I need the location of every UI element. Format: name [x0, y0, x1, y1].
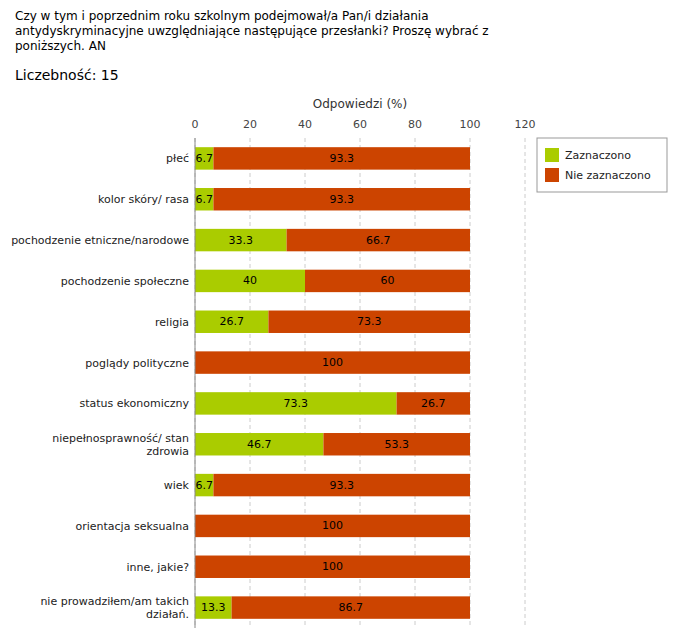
grid-line	[525, 138, 526, 628]
y-tick-label: orientacja seksualna	[75, 519, 189, 532]
grid-line	[250, 138, 251, 628]
bar	[195, 188, 213, 210]
data-label: 66.7	[366, 234, 391, 247]
data-label: 6.7	[195, 479, 213, 492]
data-label: 93.3	[329, 152, 354, 165]
data-label: 46.7	[247, 438, 272, 451]
x-tick-label: 0	[192, 118, 199, 131]
title: Czy w tym i poprzednim roku szkolnym pod…	[15, 9, 489, 53]
data-label: 100	[322, 560, 343, 573]
chart: Czy w tym i poprzednim roku szkolnym pod…	[0, 0, 680, 640]
legend-swatch	[545, 168, 559, 182]
y-tick-label: pochodzenie społeczne	[61, 274, 189, 287]
bar	[213, 474, 470, 496]
data-label: 53.3	[384, 438, 409, 451]
x-axis-label: Odpowiedzi (%)	[313, 97, 407, 111]
data-label: 26.7	[219, 315, 244, 328]
bar	[195, 229, 287, 251]
data-label: 33.3	[229, 234, 254, 247]
y-tick-label: niepełnosprawność/ stanzdrowia	[52, 431, 189, 457]
y-tick-label: religia	[155, 315, 189, 328]
y-tick-label: nie prowadziłem/am takichdziałań.	[40, 595, 189, 621]
grid-line	[470, 138, 471, 628]
x-tick-label: 120	[515, 118, 536, 131]
data-label: 93.3	[329, 193, 354, 206]
legend: Zaznaczono Nie zaznaczono	[537, 138, 667, 192]
bar	[195, 147, 213, 169]
data-label: 6.7	[195, 193, 213, 206]
bar	[397, 392, 470, 414]
y-tick-label: płeć	[166, 152, 189, 165]
bar	[287, 229, 470, 251]
data-label: 60	[381, 274, 395, 287]
x-tick-label: 40	[298, 118, 312, 131]
x-tick-label: 20	[243, 118, 257, 131]
bar	[195, 515, 470, 537]
data-label: 100	[322, 519, 343, 532]
bar	[232, 596, 470, 618]
grid-line	[195, 138, 196, 628]
data-label: 93.3	[329, 479, 354, 492]
bar	[213, 188, 470, 210]
y-tick-label: kolor skóry/ rasa	[98, 193, 189, 206]
bar	[195, 351, 470, 373]
bar	[195, 596, 232, 618]
grid-line	[305, 138, 306, 628]
bar	[195, 270, 305, 292]
bar	[195, 392, 397, 414]
data-label: 13.3	[201, 601, 226, 614]
legend-swatch	[545, 148, 559, 162]
y-tick-label: inne, jakie?	[126, 560, 189, 573]
legend-label: Zaznaczono	[565, 149, 631, 162]
y-tick-label: wiek	[164, 479, 190, 492]
bar	[305, 270, 470, 292]
x-tick-label: 60	[353, 118, 367, 131]
data-label: 73.3	[284, 397, 309, 410]
data-label: 73.3	[357, 315, 382, 328]
y-tick-label: pochodzenie etniczne/narodowe	[11, 234, 189, 247]
bar	[268, 311, 470, 333]
x-tick-label: 80	[408, 118, 422, 131]
bars	[195, 147, 470, 619]
bar	[213, 147, 470, 169]
data-label: 6.7	[195, 152, 213, 165]
bar	[195, 311, 268, 333]
grid-line	[415, 138, 416, 628]
grid-line	[360, 138, 361, 628]
legend-frame	[537, 138, 667, 192]
grid	[195, 138, 525, 628]
legend-label: Nie zaznaczono	[565, 169, 651, 182]
data-label: 40	[243, 274, 257, 287]
x-tick-label: 100	[460, 118, 481, 131]
y-tick-label: status ekonomiczny	[79, 397, 189, 410]
y-axis-line	[195, 138, 196, 628]
data-label: 26.7	[421, 397, 446, 410]
data-label: 86.7	[339, 601, 364, 614]
y-tick-label: poglądy polityczne	[85, 356, 189, 369]
subtitle: Liczebność: 15	[15, 67, 119, 83]
bar	[323, 433, 470, 455]
data-labels: 6.7 93.3 6.7 93.3 33.3 66.7 40 60 26.7 73.3 100 73.…	[195, 152, 445, 614]
bar	[195, 433, 323, 455]
bar	[195, 474, 213, 496]
bar	[195, 556, 470, 578]
data-label: 100	[322, 356, 343, 369]
